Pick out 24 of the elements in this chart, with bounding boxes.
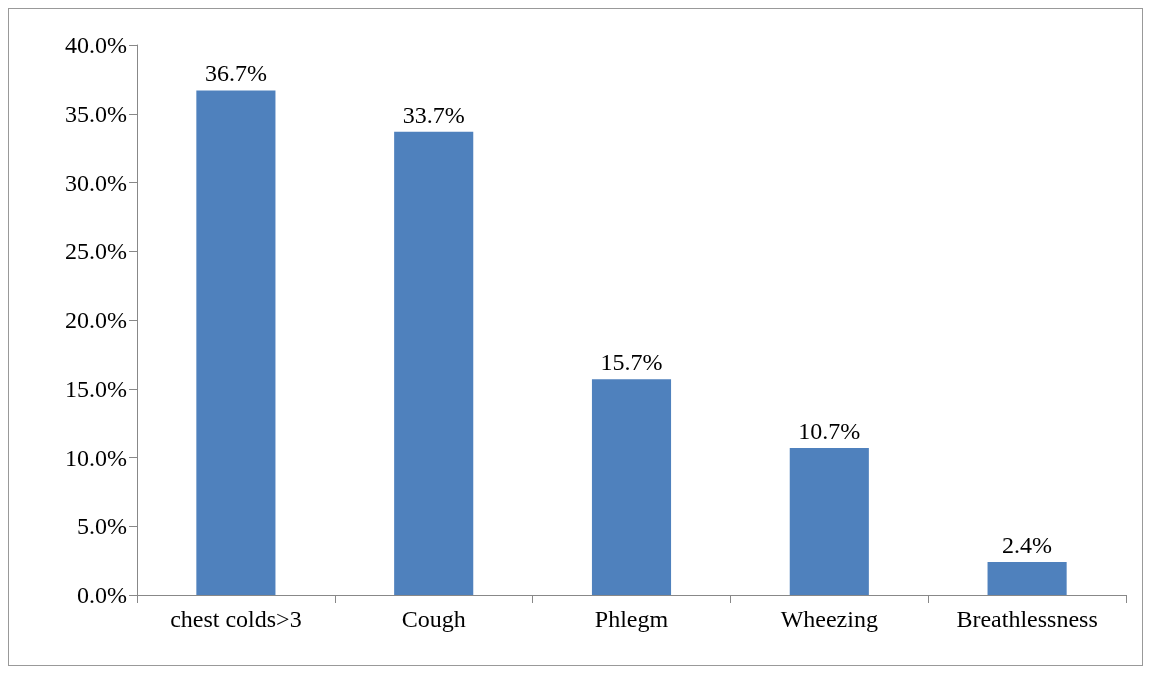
y-tick-label: 30.0%: [65, 169, 127, 196]
x-tick-label: Wheezing: [780, 606, 878, 632]
bar: [789, 447, 869, 595]
bar: [394, 131, 474, 595]
x-tick-label: Phlegm: [594, 606, 669, 632]
bar: [591, 379, 672, 595]
bar: [196, 90, 276, 595]
data-label: 36.7%: [204, 60, 267, 87]
y-tick-label: 15.0%: [65, 375, 127, 402]
y-tick-label: 10.0%: [65, 444, 127, 471]
y-tick-label: 40.0%: [65, 32, 127, 58]
data-label: 2.4%: [1002, 532, 1053, 558]
data-label: 15.7%: [600, 349, 663, 376]
data-label: 33.7%: [402, 101, 465, 128]
y-tick-label: 5.0%: [77, 513, 127, 540]
y-tick-label: 25.0%: [65, 238, 127, 265]
y-tick-label: 35.0%: [65, 100, 127, 127]
bar: [987, 562, 1067, 595]
x-tick-label: chest colds>3: [170, 606, 302, 632]
data-label: 10.7%: [798, 417, 861, 444]
y-tick-label: 0.0%: [77, 582, 127, 608]
y-tick-label: 20.0%: [65, 307, 127, 333]
x-tick-label: Cough: [401, 606, 466, 632]
x-tick-label: Breathlessness: [956, 606, 1098, 632]
